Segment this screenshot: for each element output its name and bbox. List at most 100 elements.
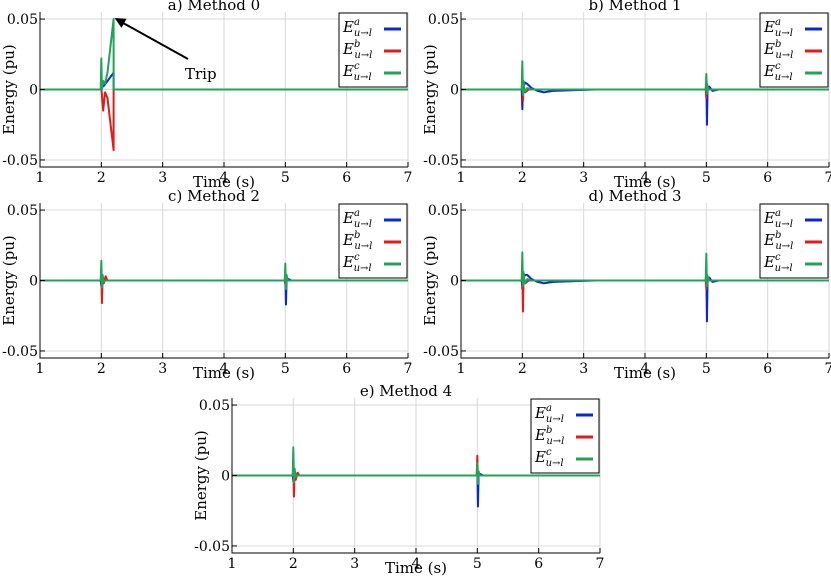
legend-entry-c: Ec u→l	[763, 61, 793, 83]
legend-entry-a: Ea u→l	[342, 208, 372, 230]
y-tick-label: -0.05	[423, 344, 459, 360]
series-line-c	[461, 251, 829, 288]
x-tick-label: 2	[518, 170, 527, 186]
x-tick-label: 5	[702, 170, 711, 186]
legend-entry-a: Ea u→l	[342, 17, 372, 39]
y-tick-label: 0	[29, 83, 38, 99]
y-tick-label: -0.05	[423, 153, 459, 169]
x-tick-label: 5	[473, 556, 482, 572]
y-tick-label: 0.05	[428, 12, 459, 28]
y-tick-label: 0.05	[7, 12, 38, 28]
y-axis-label: Energy (pu)	[0, 44, 18, 134]
legend-entry-c: Ec u→l	[534, 447, 564, 469]
y-tick-label: 0	[450, 274, 459, 290]
x-tick-label: 6	[534, 556, 543, 572]
panel-p1: 1 2 3 4 5 6 7 0.05 0 -0.05 b) Method 1 Time (s) Ener…	[421, 0, 831, 191]
x-tick-label: 7	[404, 170, 413, 186]
x-axis-label: Time (s)	[385, 559, 447, 577]
series-line-c	[232, 446, 600, 485]
x-tick-label: 2	[97, 170, 106, 186]
legend-entry-b: Eb u→l	[342, 230, 372, 252]
x-tick-label: 7	[825, 361, 831, 377]
legend-entry-c: Ec u→l	[342, 252, 372, 274]
x-tick-label: 1	[36, 170, 45, 186]
series-line-c	[40, 259, 408, 290]
chart-title: c) Method 2	[168, 187, 260, 205]
legend-entry-c: Ec u→l	[342, 61, 372, 83]
x-tick-label: 1	[457, 170, 466, 186]
series-line-c	[40, 18, 408, 91]
y-tick-label: -0.05	[2, 153, 38, 169]
x-tick-label: 1	[457, 361, 466, 377]
x-tick-label: 4	[220, 170, 229, 186]
legend: Ea u→lEb u→lEc u→l	[530, 398, 600, 474]
chart-title: b) Method 1	[588, 0, 681, 14]
x-tick-label: 4	[412, 556, 421, 572]
x-tick-label: 2	[97, 361, 106, 377]
x-tick-label: 5	[702, 361, 711, 377]
y-axis-label: Energy (pu)	[421, 44, 439, 134]
x-tick-label: 3	[158, 361, 167, 377]
x-tick-label: 4	[220, 361, 229, 377]
series-line-b	[40, 88, 408, 152]
y-tick-label: -0.05	[194, 539, 230, 555]
panel-p2: 1 2 3 4 5 6 7 0.05 0 -0.05 c) Method 2 Time (s) Ener…	[0, 187, 412, 382]
legend-entry-c: Ec u→l	[763, 252, 793, 274]
legend: Ea u→lEb u→lEc u→l	[759, 12, 829, 88]
x-axis-label: Time (s)	[193, 173, 255, 191]
x-tick-label: 6	[342, 170, 351, 186]
x-axis-label: Time (s)	[193, 364, 255, 382]
x-tick-label: 1	[228, 556, 237, 572]
x-tick-label: 3	[579, 170, 588, 186]
x-tick-label: 5	[281, 361, 290, 377]
x-tick-label: 6	[763, 170, 772, 186]
y-tick-label: 0	[29, 274, 38, 290]
x-axis-label: Time (s)	[614, 173, 676, 191]
legend-entry-a: Ea u→l	[763, 208, 793, 230]
x-tick-label: 7	[404, 361, 413, 377]
x-tick-label: 1	[36, 361, 45, 377]
y-tick-label: 0	[221, 469, 230, 485]
x-tick-label: 2	[289, 556, 298, 572]
x-tick-label: 3	[158, 170, 167, 186]
annotation-arrowhead	[114, 18, 127, 28]
x-tick-label: 4	[641, 170, 650, 186]
y-tick-label: 0.05	[428, 203, 459, 219]
chart-title: d) Method 3	[588, 187, 681, 205]
chart-title: e) Method 4	[360, 382, 452, 400]
legend-entry-b: Eb u→l	[763, 39, 793, 61]
chart-title: a) Method 0	[168, 0, 260, 14]
x-tick-label: 7	[596, 556, 605, 572]
x-tick-label: 2	[518, 361, 527, 377]
panel-p0: 1 2 3 4 5 6 7 0.05 0 -0.05 a) Method 0 Time (s) Ener…	[0, 0, 412, 191]
y-tick-label: 0.05	[199, 398, 230, 414]
x-axis-label: Time (s)	[614, 364, 676, 382]
x-tick-label: 3	[350, 556, 359, 572]
x-tick-label: 4	[641, 361, 650, 377]
legend-entry-a: Ea u→l	[534, 403, 564, 425]
annotation-label: Trip	[185, 65, 217, 83]
y-axis-label: Energy (pu)	[192, 430, 210, 520]
x-tick-label: 6	[342, 361, 351, 377]
legend: Ea u→lEb u→lEc u→l	[338, 203, 408, 279]
y-axis-label: Energy (pu)	[421, 235, 439, 325]
annotation-arrow	[119, 20, 189, 60]
y-tick-label: -0.05	[2, 344, 38, 360]
y-tick-label: 0.05	[7, 203, 38, 219]
y-tick-label: 0	[450, 83, 459, 99]
legend: Ea u→lEb u→lEc u→l	[759, 203, 829, 279]
panel-p4: 1 2 3 4 5 6 7 0.05 0 -0.05 e) Method 4 Time (s) Ener…	[192, 382, 604, 577]
x-tick-label: 5	[281, 170, 290, 186]
y-axis-label: Energy (pu)	[0, 235, 18, 325]
legend-entry-a: Ea u→l	[763, 17, 793, 39]
x-tick-label: 3	[579, 361, 588, 377]
legend: Ea u→lEb u→lEc u→l	[338, 12, 408, 88]
x-tick-label: 7	[825, 170, 831, 186]
x-tick-label: 6	[763, 361, 772, 377]
legend-entry-b: Eb u→l	[534, 425, 564, 447]
legend-entry-b: Eb u→l	[763, 230, 793, 252]
legend-entry-b: Eb u→l	[342, 39, 372, 61]
series-line-c	[461, 60, 829, 97]
panel-p3: 1 2 3 4 5 6 7 0.05 0 -0.05 d) Method 3 Time (s) Ener…	[421, 187, 831, 382]
